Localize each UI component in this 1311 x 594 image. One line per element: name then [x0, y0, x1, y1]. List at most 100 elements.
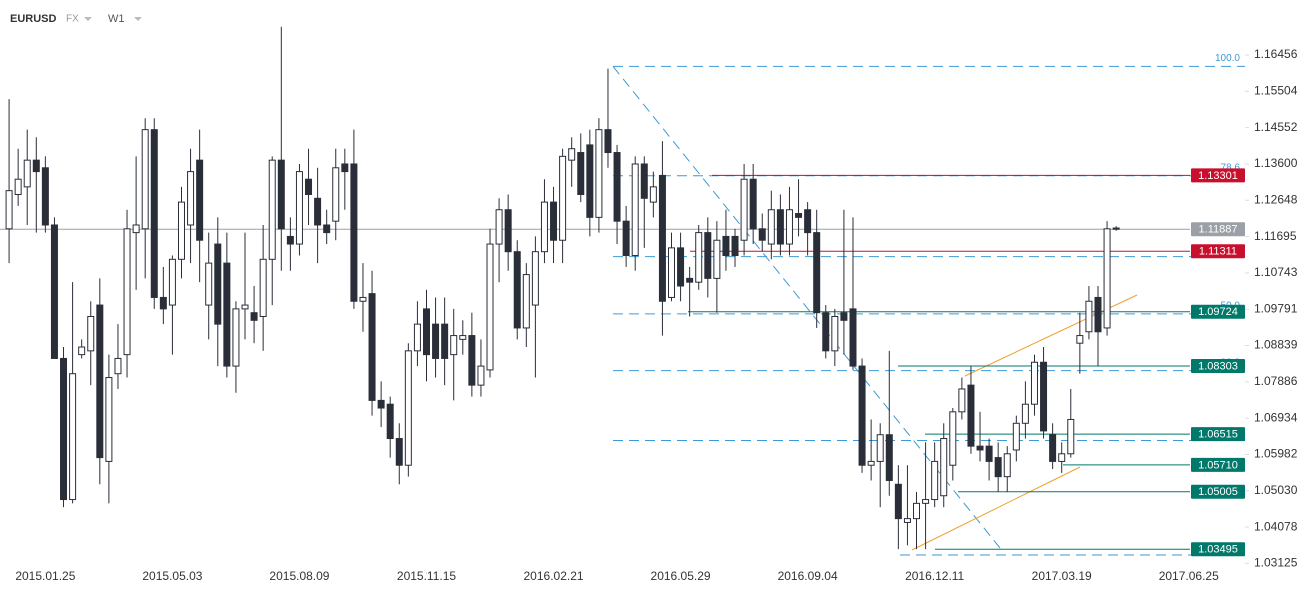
y-tick-label: 1.07886 — [1254, 374, 1298, 388]
price-box — [1191, 358, 1245, 373]
candle-body — [468, 335, 476, 386]
candle-body — [1012, 422, 1020, 451]
candle-body — [250, 312, 258, 321]
candle-body — [41, 167, 49, 226]
symbol[interactable]: EURUSD — [10, 13, 57, 25]
y-tick-label: 1.16456 — [1254, 47, 1298, 61]
candle-body — [305, 178, 313, 195]
candle-body — [885, 434, 893, 481]
candle-body — [5, 190, 13, 230]
candle-body — [649, 186, 657, 203]
candle-body — [595, 129, 603, 218]
x-tick-label: 2017.06.25 — [1159, 569, 1219, 583]
candle-body — [259, 258, 267, 318]
candle-body — [386, 403, 394, 440]
market[interactable]: FX — [66, 14, 79, 25]
candle-body — [241, 304, 249, 310]
candle-body — [295, 171, 303, 245]
candle-body — [277, 159, 285, 230]
candle-body — [776, 209, 784, 245]
candle-body — [931, 460, 939, 501]
candle-body — [522, 274, 530, 329]
candle-body — [232, 308, 240, 367]
candle-body — [1021, 403, 1029, 424]
price-label: 1.11887 — [1199, 224, 1238, 236]
candle-body — [785, 209, 793, 245]
candle-body — [740, 178, 748, 241]
fib-label: 100.0 — [1215, 53, 1240, 64]
timeframe[interactable]: W1 — [108, 13, 125, 25]
candle-body — [141, 129, 149, 230]
candle-body — [422, 308, 430, 356]
candle-body — [731, 235, 739, 256]
y-tick-label: 1.11695 — [1254, 229, 1297, 243]
candle-body — [622, 220, 630, 256]
candle-body — [486, 243, 494, 371]
candle-body — [985, 445, 993, 462]
candle-body — [568, 148, 576, 161]
candle-body — [268, 159, 276, 260]
candle-body — [1003, 453, 1011, 478]
candle-body — [550, 201, 558, 241]
candle-body — [858, 365, 866, 466]
candle-body — [903, 518, 911, 523]
candle-body — [840, 312, 848, 321]
y-tick-label: 1.12648 — [1254, 192, 1298, 206]
candle-body — [695, 232, 703, 283]
candle-body — [704, 232, 712, 279]
candle-body — [795, 213, 803, 218]
candle-body — [323, 224, 331, 234]
candle-body — [540, 201, 548, 253]
candle-body — [1112, 227, 1120, 230]
price-box — [1191, 304, 1245, 319]
y-tick-label: 1.09791 — [1254, 301, 1298, 315]
candle-body — [123, 228, 131, 356]
x-tick-label: 2015.11.15 — [397, 569, 456, 583]
drawings — [0, 54, 1249, 574]
candle-body — [767, 209, 775, 245]
price-box — [1191, 168, 1245, 183]
candle-body — [967, 384, 975, 447]
candle-body — [196, 159, 204, 241]
candle-body — [1067, 418, 1075, 455]
candle-body — [395, 438, 403, 466]
price-label: 1.05710 — [1198, 459, 1238, 471]
candle-body — [813, 232, 821, 314]
y-tick-label: 1.08839 — [1254, 338, 1298, 352]
candle-body — [577, 152, 585, 195]
candle-body — [32, 159, 40, 173]
price-label: 1.11311 — [1199, 246, 1237, 258]
candle-body — [613, 152, 621, 222]
candle-body — [404, 350, 412, 466]
x-tick-label: 2016.02.21 — [524, 569, 584, 583]
price-box — [1191, 542, 1245, 557]
candle-body — [377, 399, 385, 409]
candle-body — [413, 323, 421, 352]
candle-body — [105, 377, 113, 462]
candle-body — [223, 262, 231, 367]
dropdown-caret[interactable] — [84, 17, 92, 21]
candle-body — [368, 293, 376, 401]
candle-body — [495, 209, 503, 245]
candle-body — [677, 247, 685, 287]
x-tick-label: 2015.05.03 — [142, 569, 202, 583]
y-tick-label: 1.15504 — [1254, 84, 1298, 98]
candle-body — [459, 335, 467, 340]
y-tick-label: 1.05030 — [1254, 483, 1298, 497]
candle-body — [1094, 296, 1102, 333]
labels: 1.16456 1.15504 1.14552 1.13600 1.12648 1.116… — [15, 47, 1297, 583]
candle-body — [50, 224, 58, 359]
candle-body — [1040, 361, 1048, 432]
candle-body — [559, 155, 567, 241]
dropdown-caret[interactable] — [134, 17, 142, 21]
price-box — [1191, 222, 1245, 237]
candle-body — [159, 296, 167, 310]
price-box — [1191, 427, 1245, 442]
candle-body — [631, 163, 639, 256]
candle-body — [214, 243, 222, 325]
candle-body — [749, 178, 757, 230]
candle-body — [804, 209, 812, 234]
candle-body — [976, 445, 984, 451]
candle-body — [78, 346, 86, 356]
